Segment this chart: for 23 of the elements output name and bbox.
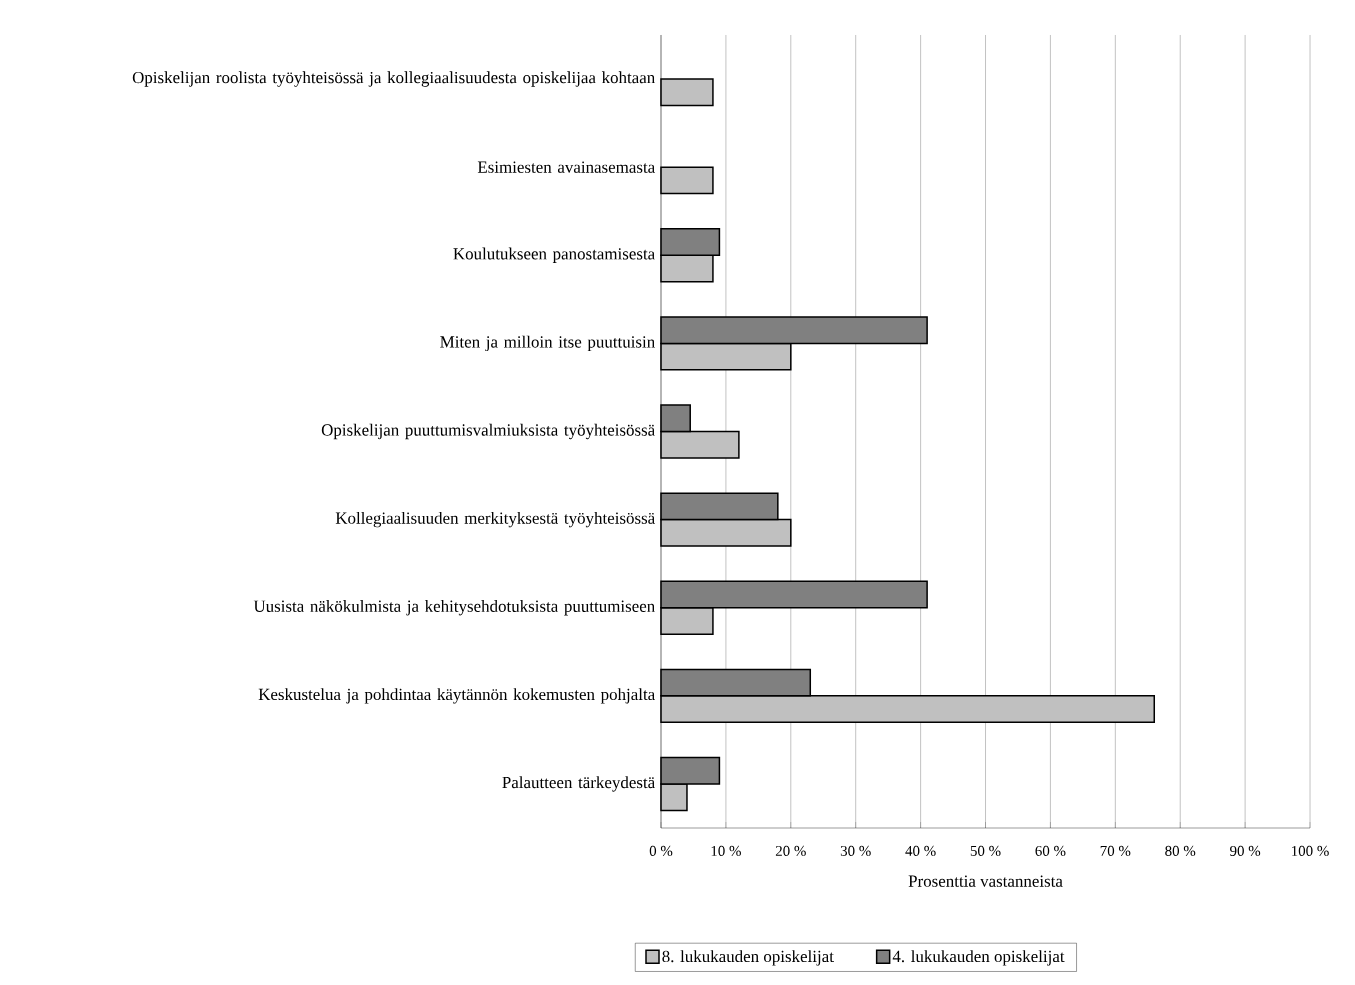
y-tick-label: Uusista näkökulmista ja kehitysehdotuksista puuttumiseen [253, 600, 655, 616]
x-tick-label: 40 % [905, 845, 936, 856]
x-tick-label: 70 % [1100, 845, 1131, 856]
y-tick-label: Esimiesten avainasemasta [477, 161, 655, 173]
x-tick-label: 0 % [649, 845, 673, 856]
legend-label: 4. lukukauden opiskelijat [892, 950, 1065, 966]
x-tick-label: 50 % [970, 845, 1001, 856]
y-tick-label: Keskustelua ja pohdintaa käytännön kokemusten pohjalta [258, 688, 655, 704]
x-axis-title: Prosenttia vastanneista [908, 875, 1063, 887]
x-tick-label: 20 % [775, 845, 806, 856]
y-tick-label: Miten ja milloin itse puuttuisin [440, 335, 655, 352]
x-tick-label: 100 % [1292, 845, 1329, 856]
x-tick-label: 30 % [840, 845, 871, 856]
x-tick-label: 60 % [1035, 845, 1066, 856]
y-tick-label: Kollegiaalisuuden merkityksestä työyhteisössä [335, 511, 655, 528]
legend-label: 8. lukukauden opiskelijat [662, 950, 834, 966]
y-tick-label: Opiskelijan roolista työyhteisössä ja kollegiaalisuudesta opiskelijaa kohtaan [132, 71, 655, 87]
x-tick-label: 90 % [1230, 845, 1261, 856]
y-tick-label: Koulutukseen panostamisesta [453, 247, 655, 263]
y-tick-label: Palautteen tärkeydestä [502, 776, 655, 792]
x-tick-label: 10 % [711, 845, 741, 856]
y-tick-label: Opiskelijan puuttumisvalmiuksista työyhteisössä [321, 423, 655, 440]
x-tick-label: 80 % [1165, 845, 1196, 856]
